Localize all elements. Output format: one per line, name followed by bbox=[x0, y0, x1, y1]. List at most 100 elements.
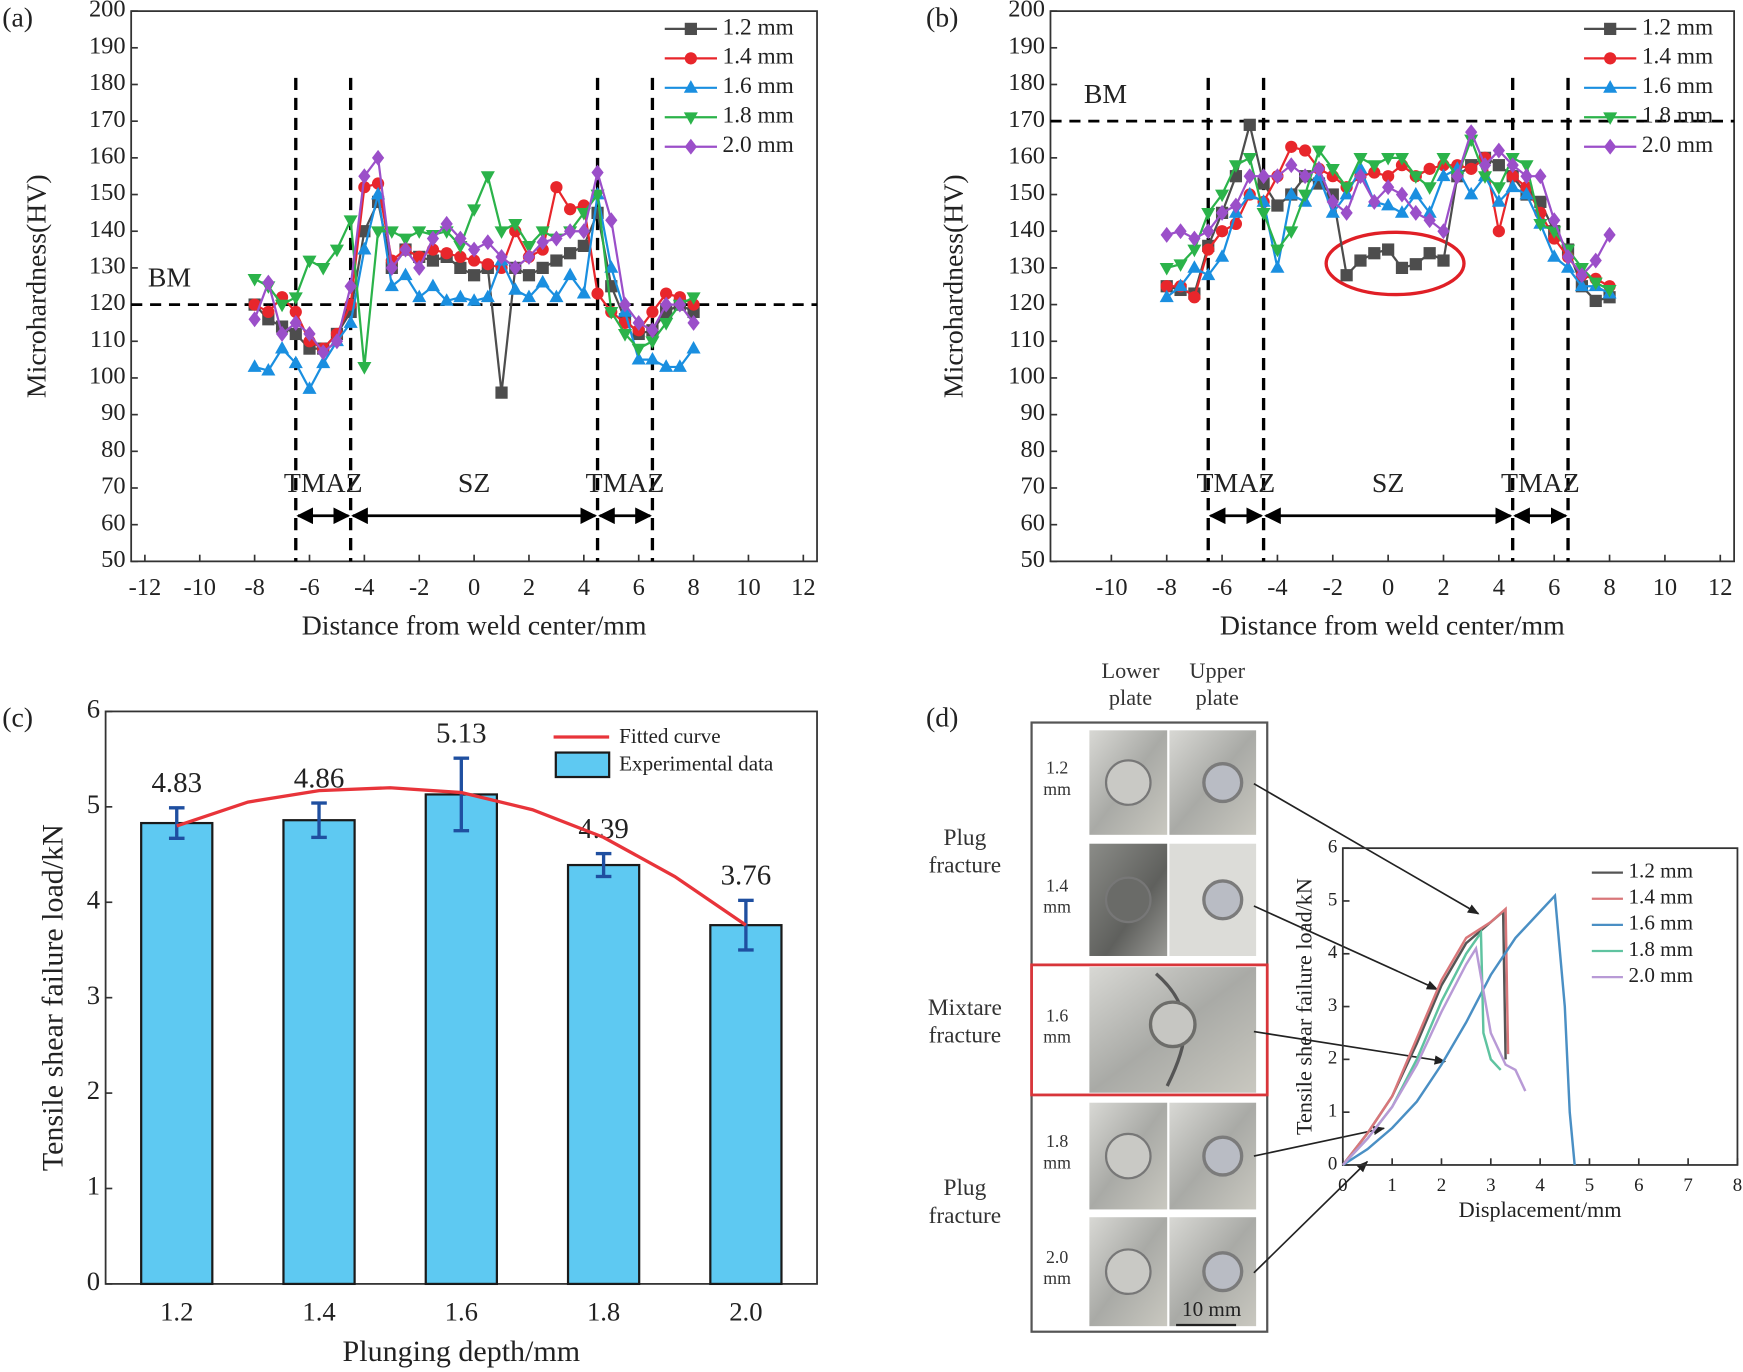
marker bbox=[684, 52, 697, 65]
legend-label: 1.6 mm bbox=[1629, 911, 1694, 935]
panel-label: (b) bbox=[926, 2, 958, 33]
y-tick-label: 3 bbox=[1328, 995, 1337, 1016]
marker bbox=[1284, 186, 1299, 200]
y-tick-label: 1 bbox=[87, 1171, 100, 1201]
x-tick-label: -10 bbox=[183, 574, 216, 601]
marker bbox=[1298, 168, 1312, 185]
marker bbox=[1422, 182, 1437, 195]
marker bbox=[508, 218, 523, 232]
marker bbox=[467, 241, 481, 258]
y-tick-label: 60 bbox=[101, 509, 125, 536]
marker bbox=[384, 278, 399, 292]
marker bbox=[535, 274, 550, 288]
nugget bbox=[1104, 1132, 1152, 1180]
arrow bbox=[1253, 905, 1439, 991]
x-tick-label: 12 bbox=[1708, 574, 1732, 601]
marker bbox=[343, 315, 358, 328]
marker bbox=[1506, 170, 1519, 183]
y-tick-label: 6 bbox=[87, 694, 100, 724]
column-header: Lower plate bbox=[1101, 659, 1160, 711]
marker bbox=[591, 287, 604, 300]
marker bbox=[659, 359, 674, 372]
value-label: 4.83 bbox=[151, 767, 202, 799]
marker bbox=[1436, 152, 1451, 166]
marker bbox=[536, 261, 549, 275]
x-tick-label: -6 bbox=[299, 574, 319, 601]
x-tick-label: 6 bbox=[633, 574, 645, 601]
marker bbox=[672, 359, 687, 372]
marker bbox=[426, 254, 440, 267]
y-tick-label: 170 bbox=[89, 106, 126, 133]
y-tick-label: 200 bbox=[1008, 0, 1045, 23]
x-tick-label: 10 bbox=[736, 574, 760, 601]
marker bbox=[454, 230, 467, 247]
marker bbox=[1381, 197, 1396, 211]
y-tick-label: 100 bbox=[1008, 363, 1045, 390]
nugget-hole bbox=[1202, 1135, 1244, 1177]
x-tick-label: 1.2 bbox=[160, 1297, 193, 1327]
y-tick-label: 60 bbox=[1020, 509, 1044, 536]
marker bbox=[563, 267, 578, 281]
marker bbox=[1340, 269, 1353, 282]
series-line bbox=[1341, 945, 1527, 1166]
marker bbox=[1492, 159, 1505, 172]
marker bbox=[1604, 138, 1617, 155]
marker bbox=[275, 340, 290, 354]
marker bbox=[1575, 267, 1588, 284]
nugget bbox=[1104, 876, 1152, 924]
marker bbox=[645, 336, 660, 349]
y-tick-label: 5 bbox=[1328, 889, 1337, 910]
marker bbox=[1602, 285, 1617, 298]
marker bbox=[1174, 223, 1187, 240]
marker bbox=[1561, 260, 1576, 273]
marker bbox=[521, 289, 537, 303]
marker bbox=[1604, 52, 1617, 65]
marker bbox=[399, 241, 412, 258]
marker bbox=[1451, 168, 1464, 185]
nugget-hole bbox=[1202, 879, 1244, 921]
marker bbox=[1491, 182, 1506, 195]
marker bbox=[1270, 244, 1285, 258]
marker bbox=[289, 327, 302, 341]
value-label: 3.76 bbox=[721, 860, 772, 892]
marker bbox=[289, 305, 302, 319]
marker bbox=[683, 112, 698, 125]
marker bbox=[316, 355, 331, 369]
marker bbox=[454, 261, 467, 275]
marker bbox=[1353, 161, 1368, 174]
marker bbox=[1574, 278, 1589, 292]
marker bbox=[1354, 254, 1367, 267]
marker bbox=[1188, 230, 1201, 247]
y-tick-label: 190 bbox=[1008, 32, 1045, 59]
x-tick-label: 7 bbox=[1683, 1175, 1692, 1196]
x-tick-label: 4 bbox=[1535, 1175, 1545, 1196]
marker bbox=[261, 362, 276, 376]
y-tick-label: 50 bbox=[101, 546, 125, 573]
panel-label: (d) bbox=[926, 703, 958, 734]
y-tick-label: 120 bbox=[1008, 289, 1045, 316]
marker bbox=[288, 292, 303, 305]
marker bbox=[1382, 179, 1395, 196]
x-tick-label: 2.0 bbox=[729, 1297, 762, 1327]
marker bbox=[384, 226, 399, 239]
fracture-group: Plug fracture bbox=[928, 1173, 1002, 1229]
marker bbox=[1408, 186, 1423, 200]
y-tick-label: 2 bbox=[1328, 1048, 1337, 1069]
legend-swatch bbox=[554, 751, 611, 779]
x-tick-label: 4 bbox=[1493, 574, 1505, 601]
x-axis-label: Distance from weld center/mm bbox=[1220, 610, 1565, 641]
marker bbox=[1271, 168, 1284, 185]
x-axis-label: Distance from weld center/mm bbox=[302, 610, 647, 641]
y-tick-label: 0 bbox=[1328, 1153, 1337, 1174]
marker bbox=[248, 298, 261, 311]
marker bbox=[358, 181, 371, 194]
marker bbox=[439, 293, 454, 306]
annotation: TMAZ bbox=[284, 468, 363, 499]
marker bbox=[1492, 225, 1505, 238]
marker bbox=[1395, 186, 1409, 203]
y-tick-label: 130 bbox=[1008, 253, 1045, 280]
fracture-group: Mixtare fracture bbox=[927, 993, 1002, 1049]
y-tick-label: 1 bbox=[1328, 1100, 1337, 1121]
fitted-curve bbox=[176, 786, 747, 927]
